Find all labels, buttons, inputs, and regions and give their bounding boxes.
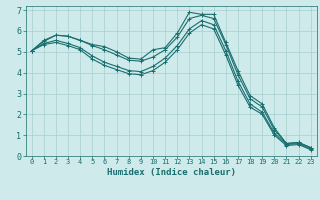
- X-axis label: Humidex (Indice chaleur): Humidex (Indice chaleur): [107, 168, 236, 177]
